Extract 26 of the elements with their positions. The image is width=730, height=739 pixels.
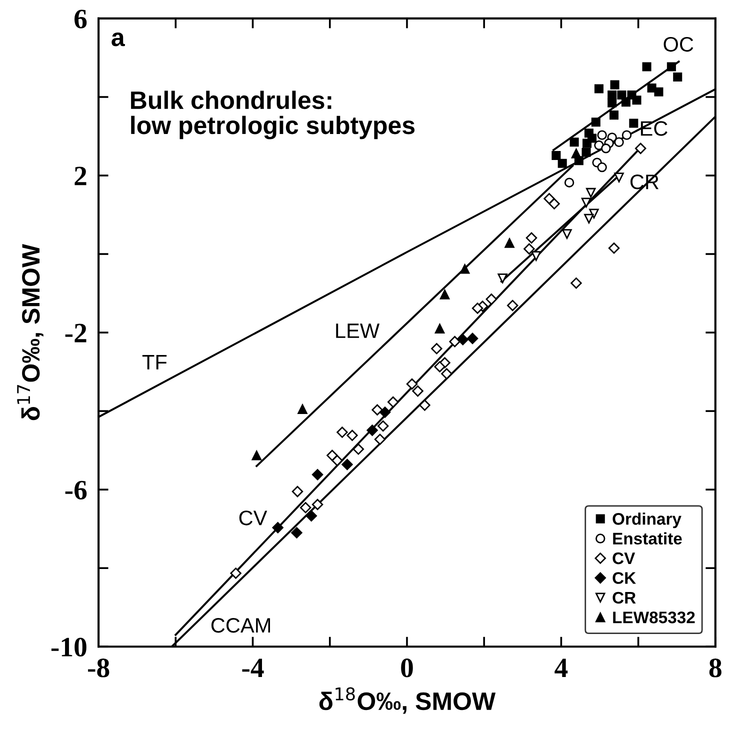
- y-tick-label: -2: [65, 324, 86, 342]
- chart-title: a: [112, 32, 125, 46]
- x-tick-label: 8: [709, 658, 722, 678]
- x-axis-title: δ$^{18}$O‰, SMOW: [319, 687, 496, 714]
- legend-label: Enstatite: [613, 532, 682, 545]
- legend-label: CV: [612, 552, 636, 564]
- annotation: Bulk chondrules: low petrologic subtypes: [131, 90, 415, 140]
- y-tick-label: 6: [74, 10, 87, 28]
- legend-label: Ordinary: [612, 512, 682, 528]
- x-tick-label: -4: [242, 658, 264, 678]
- annotation: TF: [142, 355, 167, 370]
- x-tick-label: 4: [554, 658, 568, 678]
- annotation: EC: [640, 121, 668, 136]
- annotation: LEW: [336, 324, 380, 338]
- y-tick-label: -10: [51, 638, 86, 657]
- x-tick-label: 0: [401, 658, 413, 678]
- legend-label: LEW85332: [613, 612, 695, 624]
- legend-label: CK: [612, 572, 636, 584]
- annotation: CV: [239, 510, 268, 526]
- legend-label: CR: [612, 592, 636, 604]
- y-tick-label: 2: [74, 166, 86, 186]
- y-axis-title: δ$^{17}$O‰, SMOW: [17, 244, 44, 420]
- annotation: OC: [664, 36, 694, 52]
- y-tick-label: -6: [65, 480, 87, 500]
- annotation: CCAM: [211, 618, 270, 633]
- x-tick-label: -8: [88, 658, 110, 678]
